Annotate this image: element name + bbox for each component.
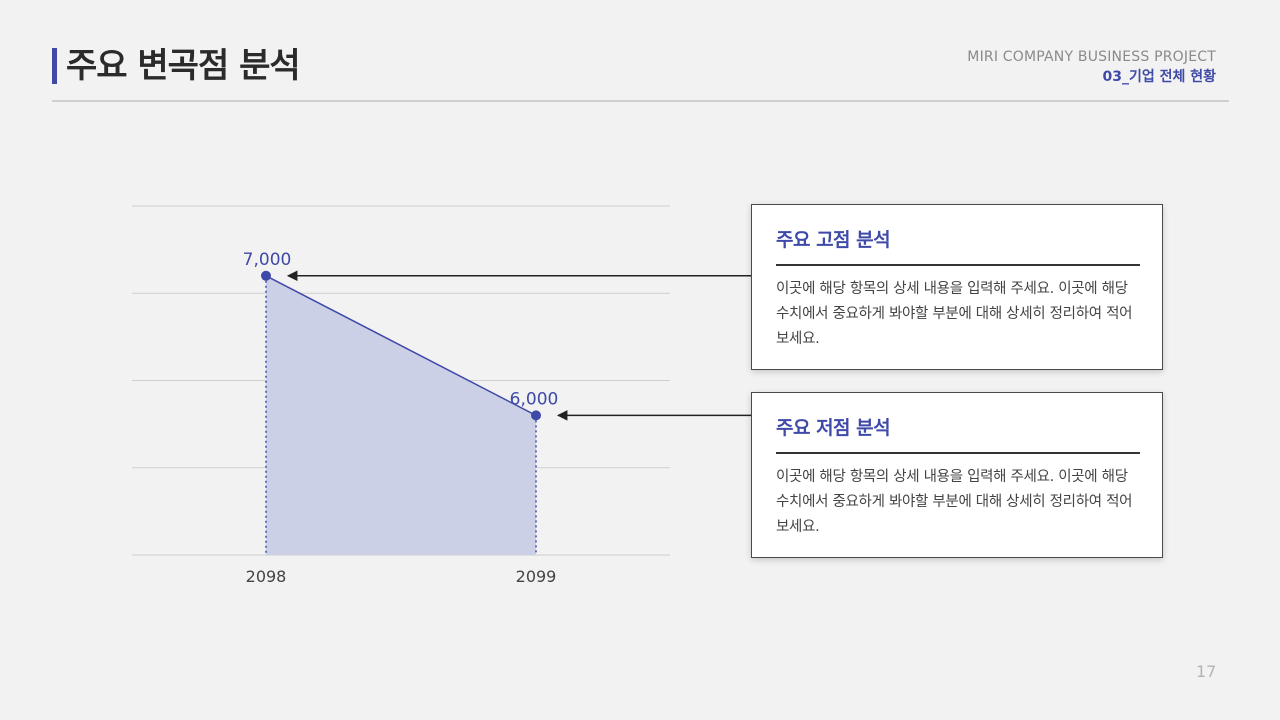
low-point-card: 주요 저점 분석 이곳에 해당 항목의 상세 내용을 입력해 주세요. 이곳에 … [751, 392, 1163, 558]
section-label: 03_기업 전체 현황 [1102, 69, 1216, 85]
high-point-card: 주요 고점 분석 이곳에 해당 항목의 상세 내용을 입력해 주세요. 이곳에 … [751, 204, 1163, 370]
high-point-card-body: 이곳에 해당 항목의 상세 내용을 입력해 주세요. 이곳에 해당 수치에서 중… [776, 281, 1133, 347]
header-divider [52, 100, 1229, 102]
x-tick-label: 2098 [246, 567, 287, 586]
project-name: MIRI COMPANY BUSINESS PROJECT [967, 49, 1216, 65]
project-info: MIRI COMPANY BUSINESS PROJECT 03_기업 전체 현… [967, 47, 1216, 87]
low-point-card-body: 이곳에 해당 항목의 상세 내용을 입력해 주세요. 이곳에 해당 수치에서 중… [776, 469, 1133, 535]
low-point-card-title: 주요 저점 분석 [776, 417, 891, 439]
series-line [265, 275, 537, 417]
high-point-card-title: 주요 고점 분석 [776, 229, 891, 251]
data-point [261, 270, 271, 281]
data-label: 6,000 [510, 389, 559, 409]
data-point [531, 410, 541, 421]
card-divider [776, 264, 1140, 266]
title-accent-bar [52, 48, 57, 84]
data-label: 7,000 [243, 250, 292, 270]
card-divider [776, 452, 1140, 454]
page-number: 17 [1196, 662, 1217, 681]
x-tick-label: 2099 [516, 567, 557, 586]
page-title: 주요 변곡점 분석 [66, 46, 301, 86]
area-fill [266, 275, 536, 555]
